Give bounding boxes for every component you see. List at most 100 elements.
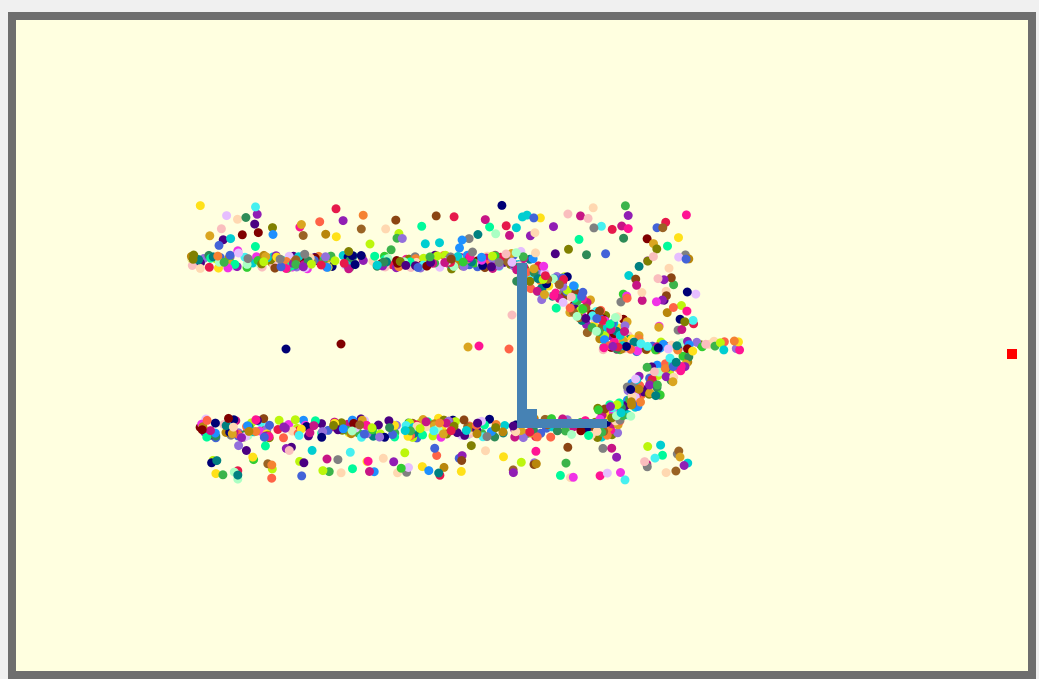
particle [688, 315, 698, 325]
particle [622, 342, 631, 351]
particle [307, 445, 317, 455]
particle [296, 220, 306, 229]
particle [623, 211, 633, 220]
particle [555, 470, 565, 480]
particle [634, 261, 644, 271]
particle [487, 251, 497, 261]
particle [356, 251, 366, 260]
particle [682, 306, 692, 316]
particle [473, 418, 483, 428]
particle [241, 446, 251, 455]
particle [210, 418, 220, 428]
particle [664, 263, 674, 273]
particle [676, 301, 686, 310]
particle [306, 259, 316, 269]
particle [274, 415, 284, 425]
particle [446, 254, 456, 264]
particle [456, 466, 466, 476]
particle [607, 224, 617, 234]
particle [681, 254, 691, 264]
particle [417, 221, 427, 231]
particle [338, 216, 348, 226]
particle [225, 250, 235, 260]
particle [294, 430, 304, 440]
particle [499, 452, 508, 462]
particle [202, 415, 212, 425]
particle [674, 233, 683, 243]
particle [420, 239, 430, 249]
particle [250, 242, 260, 251]
particle [265, 420, 274, 430]
particle [619, 233, 629, 243]
particles-layer [186, 200, 745, 485]
particle [298, 262, 308, 272]
particle [358, 210, 368, 220]
target-marker [1007, 349, 1017, 359]
particle [250, 219, 260, 229]
particle [480, 215, 490, 225]
particle [485, 222, 495, 232]
particle [671, 466, 681, 476]
particle [195, 201, 205, 211]
particle [474, 341, 484, 351]
particle [540, 271, 550, 281]
particle [563, 442, 573, 452]
particle [214, 240, 224, 250]
wall-notch [527, 409, 537, 419]
particle [333, 455, 343, 465]
particle [315, 217, 325, 227]
particle [253, 228, 263, 238]
particle [316, 260, 326, 270]
particle [260, 441, 270, 451]
particle [569, 281, 578, 291]
particle [525, 427, 535, 437]
particle [230, 259, 240, 269]
particle [241, 213, 251, 222]
particle [372, 260, 382, 270]
particle [501, 221, 511, 231]
particle [396, 463, 406, 473]
particle [204, 262, 214, 272]
particle [642, 234, 652, 244]
particle [653, 274, 663, 284]
particle [592, 326, 601, 336]
particle [441, 418, 451, 428]
particle [616, 408, 626, 418]
particle [466, 441, 476, 451]
wall-horizontal [517, 419, 607, 428]
particle [511, 223, 521, 233]
particle [421, 417, 431, 427]
particle [233, 214, 242, 224]
particle [511, 248, 521, 258]
particle [321, 252, 330, 262]
particle [494, 258, 504, 267]
particle [206, 426, 215, 436]
particle [431, 211, 441, 221]
particle [413, 263, 423, 272]
particle [336, 468, 346, 478]
particle [321, 229, 331, 239]
particle [595, 471, 605, 481]
particle [279, 422, 289, 432]
particle [432, 251, 442, 261]
particle [248, 452, 258, 462]
particle [593, 405, 603, 415]
particle [661, 468, 671, 478]
particle [535, 213, 545, 223]
particle [424, 466, 434, 476]
particle [331, 204, 341, 214]
particle [606, 402, 615, 411]
particle [649, 367, 659, 377]
particle [626, 397, 636, 407]
particle [391, 215, 401, 225]
particle [457, 456, 467, 465]
particle [251, 202, 260, 212]
particle [425, 252, 435, 262]
particle [620, 201, 630, 211]
particle [669, 280, 679, 290]
particle [318, 466, 328, 476]
particle [600, 335, 609, 345]
particle [610, 313, 620, 322]
particle [365, 239, 375, 249]
particle [455, 243, 464, 253]
